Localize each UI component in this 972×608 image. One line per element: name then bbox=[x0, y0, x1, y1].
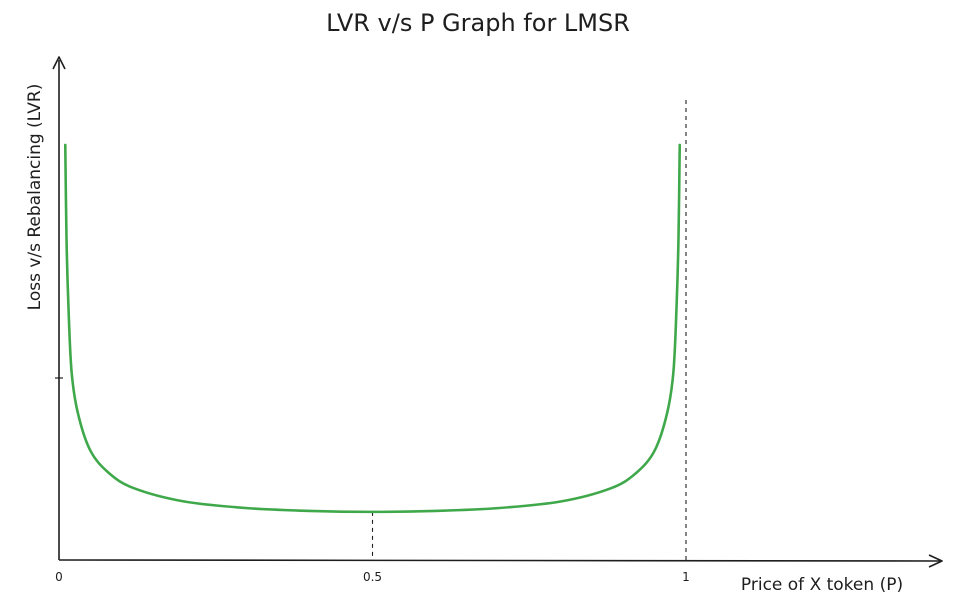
x-axis-line bbox=[58, 559, 941, 562]
y-axis-arrowhead bbox=[52, 56, 66, 70]
y-axis-label: Loss v/s Rebalancing (LVR) bbox=[25, 84, 45, 311]
x-axis-arrowhead bbox=[928, 554, 943, 568]
lvr-curve-series bbox=[63, 143, 682, 514]
x-tick-label: 1 bbox=[682, 570, 690, 584]
x-axis-label: Price of X token (P) bbox=[741, 575, 903, 595]
x-tick-label: 0.5 bbox=[363, 570, 382, 584]
chart-title: LVR v/s P Graph for LMSR bbox=[326, 9, 630, 37]
x-tick-label: 0 bbox=[55, 570, 63, 584]
